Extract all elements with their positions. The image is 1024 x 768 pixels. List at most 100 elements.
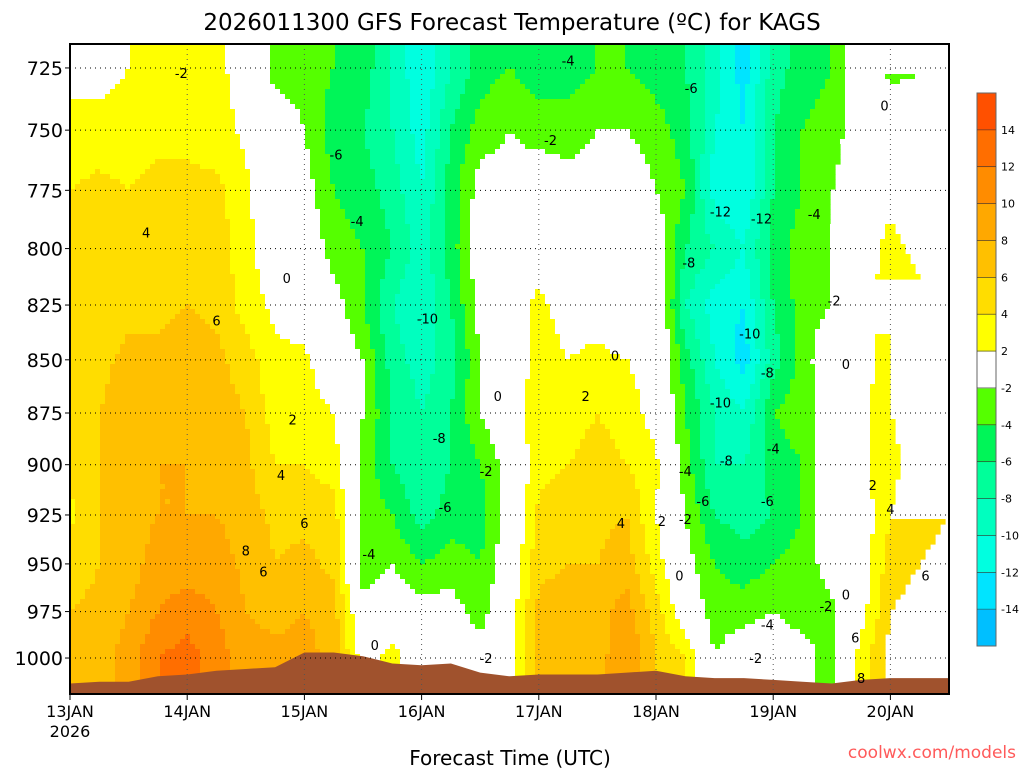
temp-cell — [790, 244, 831, 250]
temp-cell — [765, 164, 776, 170]
temp-cell — [685, 49, 706, 55]
temp-cell — [340, 629, 346, 635]
temp-cell — [655, 514, 686, 520]
temp-cell — [320, 234, 356, 240]
temp-cell — [645, 599, 661, 605]
temp-cell — [450, 64, 471, 70]
temp-cell — [830, 274, 876, 280]
temp-cell — [745, 364, 756, 370]
temp-cell — [690, 459, 706, 465]
temp-cell — [500, 529, 526, 535]
temp-cell — [665, 274, 676, 280]
temp-cell — [760, 204, 771, 210]
temp-cell — [775, 184, 801, 190]
temp-cell — [260, 289, 341, 295]
temp-cell — [715, 119, 741, 125]
temp-cell — [70, 109, 236, 115]
temp-cell — [195, 589, 241, 595]
temp-cell — [745, 89, 756, 95]
temp-cell — [690, 364, 706, 370]
temp-cell — [815, 539, 871, 545]
temp-cell — [70, 114, 236, 120]
temp-cell — [435, 84, 446, 90]
temp-cell — [335, 54, 376, 60]
temp-cell — [230, 104, 296, 110]
temp-cell — [620, 449, 656, 455]
temp-cell — [760, 379, 771, 385]
temp-cell — [660, 484, 681, 490]
temp-cell — [830, 59, 846, 65]
temp-cell — [720, 109, 741, 115]
temp-cell — [795, 324, 821, 330]
temp-cell — [520, 559, 531, 565]
temp-cell — [715, 424, 751, 430]
temp-cell — [690, 119, 706, 125]
temp-cell — [435, 554, 476, 560]
temp-cell — [520, 549, 531, 555]
temp-cell — [725, 379, 756, 385]
temp-cell — [875, 629, 891, 635]
temp-cell — [70, 439, 101, 445]
temp-cell — [260, 269, 331, 275]
temp-cell — [775, 324, 796, 330]
temp-cell — [450, 299, 461, 305]
temp-cell — [530, 369, 631, 375]
temp-cell — [690, 644, 716, 650]
temp-cell — [815, 379, 876, 385]
temp-cell — [815, 99, 846, 105]
temp-cell — [745, 229, 761, 235]
temp-cell — [265, 419, 336, 425]
contour-label: -2 — [679, 513, 692, 528]
temp-cell — [830, 289, 876, 295]
temp-cell — [460, 179, 476, 185]
temp-cell — [365, 129, 396, 135]
temp-cell — [415, 134, 426, 140]
temp-cell — [465, 344, 481, 350]
temp-cell — [750, 359, 761, 365]
temp-cell — [335, 49, 376, 55]
temp-cell — [240, 404, 266, 410]
temp-cell — [200, 164, 246, 170]
temp-cell — [345, 559, 361, 565]
temp-cell — [750, 394, 761, 400]
temp-cell — [640, 499, 656, 505]
temp-cell — [455, 344, 466, 350]
temp-cell — [705, 139, 716, 145]
temp-cell — [715, 149, 756, 155]
colorbar-label: -12 — [1001, 566, 1019, 579]
temp-cell — [535, 534, 611, 540]
temp-cell — [450, 79, 466, 85]
temp-cell — [450, 429, 471, 435]
temp-cell — [835, 664, 856, 670]
temp-cell — [70, 94, 106, 100]
temp-cell — [390, 434, 451, 440]
temp-cell — [780, 424, 816, 430]
temp-cell — [770, 224, 796, 230]
temp-cell — [350, 219, 386, 225]
temp-cell — [680, 364, 691, 370]
temp-cell — [765, 134, 776, 140]
temp-cell — [435, 344, 456, 350]
temp-cell — [765, 424, 781, 430]
temp-cell — [710, 329, 736, 335]
temp-cell — [700, 194, 711, 200]
credit-link[interactable]: coolwx.com/models — [848, 743, 1016, 763]
temp-cell — [795, 369, 816, 375]
contour-label: 6 — [921, 569, 929, 584]
temp-cell — [875, 634, 886, 640]
temp-cell — [425, 404, 451, 410]
temp-cell — [360, 464, 376, 470]
contour-label: 8 — [857, 672, 865, 687]
temp-cell — [650, 164, 681, 170]
temp-cell — [750, 54, 761, 60]
temp-cell — [375, 394, 391, 400]
temp-cell — [745, 99, 756, 105]
temp-cell — [315, 199, 341, 205]
colorbar-swatch — [977, 572, 996, 610]
temp-cell — [70, 104, 231, 110]
temp-cell — [815, 344, 876, 350]
temp-cell — [365, 294, 381, 300]
temp-cell — [335, 489, 346, 495]
temp-cell — [375, 44, 391, 50]
temp-cell — [390, 379, 416, 385]
